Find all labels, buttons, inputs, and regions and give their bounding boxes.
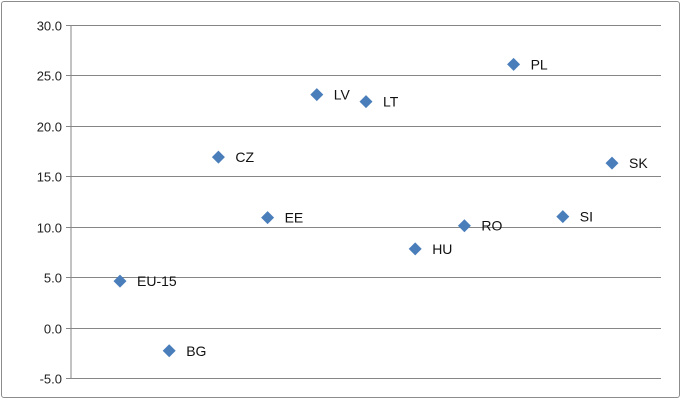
point-label-bg: BG [186, 343, 206, 359]
point-label-ro: RO [481, 218, 502, 234]
data-point-lt [359, 95, 373, 109]
y-axis: 30.0 25.0 20.0 15.0 10.0 5.0 0.0 -5.0 [37, 19, 72, 387]
data-point-ro [457, 219, 471, 233]
data-point-ee [261, 211, 275, 225]
y-tick-label: 15.0 [37, 170, 62, 185]
point-labels: EU-15 BG CZ EE LV LT HU RO PL SI SK [137, 56, 648, 358]
point-label-cz: CZ [235, 149, 254, 165]
data-point-lv [310, 88, 324, 102]
data-point-bg [162, 344, 176, 358]
y-tick-label: 30.0 [37, 19, 62, 34]
data-point-pl [507, 57, 521, 71]
point-label-lv: LV [334, 87, 351, 103]
data-point-cz [211, 150, 225, 164]
point-label-si: SI [580, 209, 593, 225]
gridlines [66, 25, 661, 379]
y-tick-label: 10.0 [37, 221, 62, 236]
y-tick-label: 25.0 [37, 69, 62, 84]
y-tick-label: 20.0 [37, 120, 62, 135]
data-point-sk [605, 156, 619, 170]
data-point-hu [408, 242, 422, 256]
data-point-eu-15 [113, 274, 127, 288]
point-label-eu-15: EU-15 [137, 273, 177, 289]
point-label-lt: LT [383, 94, 399, 110]
point-label-pl: PL [531, 56, 548, 72]
data-points [113, 57, 619, 358]
y-tick-label: -5.0 [40, 372, 62, 387]
y-tick-label: 0.0 [44, 322, 62, 337]
point-label-ee: EE [285, 210, 304, 226]
y-tick-label: 5.0 [44, 271, 62, 286]
point-label-hu: HU [432, 241, 452, 257]
point-label-sk: SK [629, 155, 648, 171]
data-point-si [556, 210, 570, 224]
